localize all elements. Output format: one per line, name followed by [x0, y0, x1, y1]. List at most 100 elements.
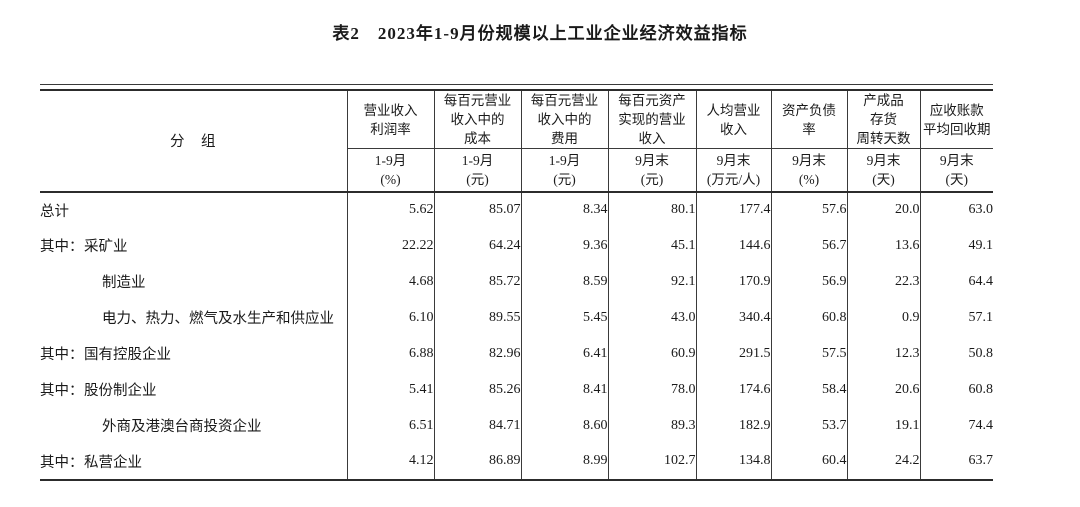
col-subheader-3: 9月末 (元): [607, 148, 696, 193]
value-cell: 177.4: [695, 191, 771, 228]
row-prefix: 其中：: [40, 239, 84, 255]
group-cell: 其中：股份制企业: [40, 371, 348, 408]
value-cell: 5.45: [520, 299, 608, 336]
col-subheader-5: 9月末 (%): [770, 148, 847, 193]
col-header-cost-per-100-yuan-revenue: 每百元营业 收入中的 成本: [433, 90, 521, 149]
value-cell: 60.9: [607, 335, 696, 372]
value-cell: 8.41: [520, 371, 608, 408]
value-cell: 58.4: [770, 371, 847, 408]
value-cell: 80.1: [607, 191, 696, 228]
group-cell: 制造业: [40, 263, 348, 300]
value-cell: 22.3: [846, 263, 920, 300]
col-subheader-6: 9月末 (天): [846, 148, 920, 193]
table-row: 其中：私营企业 4.12 86.89 8.99 102.7 134.8 60.4…: [40, 443, 993, 480]
value-cell: 53.7: [770, 407, 847, 444]
value-cell: 43.0: [607, 299, 696, 336]
value-cell: 9.36: [520, 227, 608, 264]
period-label: 1-9月: [461, 152, 494, 168]
row-prefix: 其中：: [40, 347, 84, 363]
value-cell: 8.34: [520, 191, 608, 228]
table-row: 外商及港澳台商投资企业 6.51 84.71 8.60 89.3 182.9 5…: [40, 407, 993, 444]
value-cell: 134.8: [695, 443, 771, 480]
value-cell: 6.10: [346, 299, 434, 336]
col-header-expense-per-100-yuan-revenue: 每百元营业 收入中的 费用: [520, 90, 608, 149]
table-header-row: 分 组 营业收入 利润率 每百元营业 收入中的 成本 每百元营业 收入中的 费用…: [40, 90, 993, 193]
row-label: 总计: [40, 203, 69, 220]
row-label: 制造业: [102, 275, 146, 291]
value-cell: 85.07: [433, 191, 521, 228]
value-cell: 22.22: [346, 227, 434, 264]
col-subheader-2: 1-9月 (元): [520, 148, 608, 193]
col-subheader-4: 9月末 (万元/人): [695, 148, 771, 193]
value-cell: 57.1: [919, 299, 993, 336]
unit-label: (元): [553, 171, 576, 187]
value-cell: 64.4: [919, 263, 993, 300]
value-cell: 74.4: [919, 407, 993, 444]
value-cell: 182.9: [695, 407, 771, 444]
value-cell: 64.24: [433, 227, 521, 264]
value-cell: 24.2: [846, 443, 920, 480]
value-cell: 6.51: [346, 407, 434, 444]
value-cell: 8.60: [520, 407, 608, 444]
unit-label: (%): [798, 171, 820, 187]
row-label: 私营企业: [84, 454, 142, 471]
value-cell: 5.41: [346, 371, 434, 408]
row-label: 电力、热力、燃气及水生产和供应业: [102, 311, 334, 327]
col-header-per-capita-operating-revenue: 人均营业 收入: [695, 90, 771, 149]
value-cell: 12.3: [846, 335, 920, 372]
value-cell: 82.96: [433, 335, 521, 372]
value-cell: 84.71: [433, 407, 521, 444]
value-cell: 50.8: [919, 335, 993, 372]
table-row: 其中：股份制企业 5.41 85.26 8.41 78.0 174.6 58.4…: [40, 371, 993, 408]
period-label: 1-9月: [548, 152, 581, 168]
value-cell: 92.1: [607, 263, 696, 300]
value-cell: 60.4: [770, 443, 847, 480]
value-cell: 57.5: [770, 335, 847, 372]
col-subheader-1: 1-9月 (元): [433, 148, 521, 193]
statistics-table: 分 组 营业收入 利润率 每百元营业 收入中的 成本 每百元营业 收入中的 费用…: [40, 89, 993, 481]
period-label: 9月末: [866, 152, 901, 168]
value-cell: 57.6: [770, 191, 847, 228]
value-cell: 19.1: [846, 407, 920, 444]
value-cell: 89.3: [607, 407, 696, 444]
value-cell: 56.7: [770, 227, 847, 264]
period-label: 9月末: [939, 152, 974, 168]
value-cell: 102.7: [607, 443, 696, 480]
row-label: 国有控股企业: [84, 347, 171, 363]
value-cell: 86.89: [433, 443, 521, 480]
table-row: 总计 5.62 85.07 8.34 80.1 177.4 57.6 20.0 …: [40, 191, 993, 228]
statistics-table-container: 分 组 营业收入 利润率 每百元营业 收入中的 成本 每百元营业 收入中的 费用…: [40, 84, 993, 481]
unit-label: (天): [945, 171, 969, 187]
row-label: 采矿业: [84, 239, 128, 255]
group-cell: 电力、热力、燃气及水生产和供应业: [40, 299, 348, 336]
value-cell: 5.62: [346, 191, 434, 228]
value-cell: 144.6: [695, 227, 771, 264]
period-label: 9月末: [792, 152, 826, 168]
unit-label: (元): [466, 171, 489, 187]
group-cell: 其中：国有控股企业: [40, 335, 348, 372]
value-cell: 8.99: [520, 443, 608, 480]
value-cell: 170.9: [695, 263, 771, 300]
value-cell: 20.6: [846, 371, 920, 408]
table-subheader-row: 1-9月 (%) 1-9月 (元) 1-9月 (元) 9月末 (元): [40, 148, 993, 193]
value-cell: 63.7: [919, 443, 993, 480]
unit-label: (天): [872, 171, 895, 187]
value-cell: 60.8: [919, 371, 993, 408]
period-label: 9月末: [635, 152, 669, 168]
group-column-header: 分 组: [40, 90, 348, 193]
page-title: 表2 2023年1-9月份规模以上工业企业经济效益指标: [332, 24, 748, 43]
group-cell: 其中：采矿业: [40, 227, 348, 264]
value-cell: 45.1: [607, 227, 696, 264]
row-label: 股份制企业: [84, 383, 157, 399]
period-label: 1-9月: [374, 152, 407, 168]
value-cell: 78.0: [607, 371, 696, 408]
value-cell: 89.55: [433, 299, 521, 336]
value-cell: 6.88: [346, 335, 434, 372]
value-cell: 4.12: [346, 443, 434, 480]
value-cell: 13.6: [846, 227, 920, 264]
value-cell: 85.26: [433, 371, 521, 408]
table-row: 其中：国有控股企业 6.88 82.96 6.41 60.9 291.5 57.…: [40, 335, 993, 372]
table-row: 制造业 4.68 85.72 8.59 92.1 170.9 56.9 22.3…: [40, 263, 993, 300]
col-subheader-0: 1-9月 (%): [346, 148, 434, 193]
